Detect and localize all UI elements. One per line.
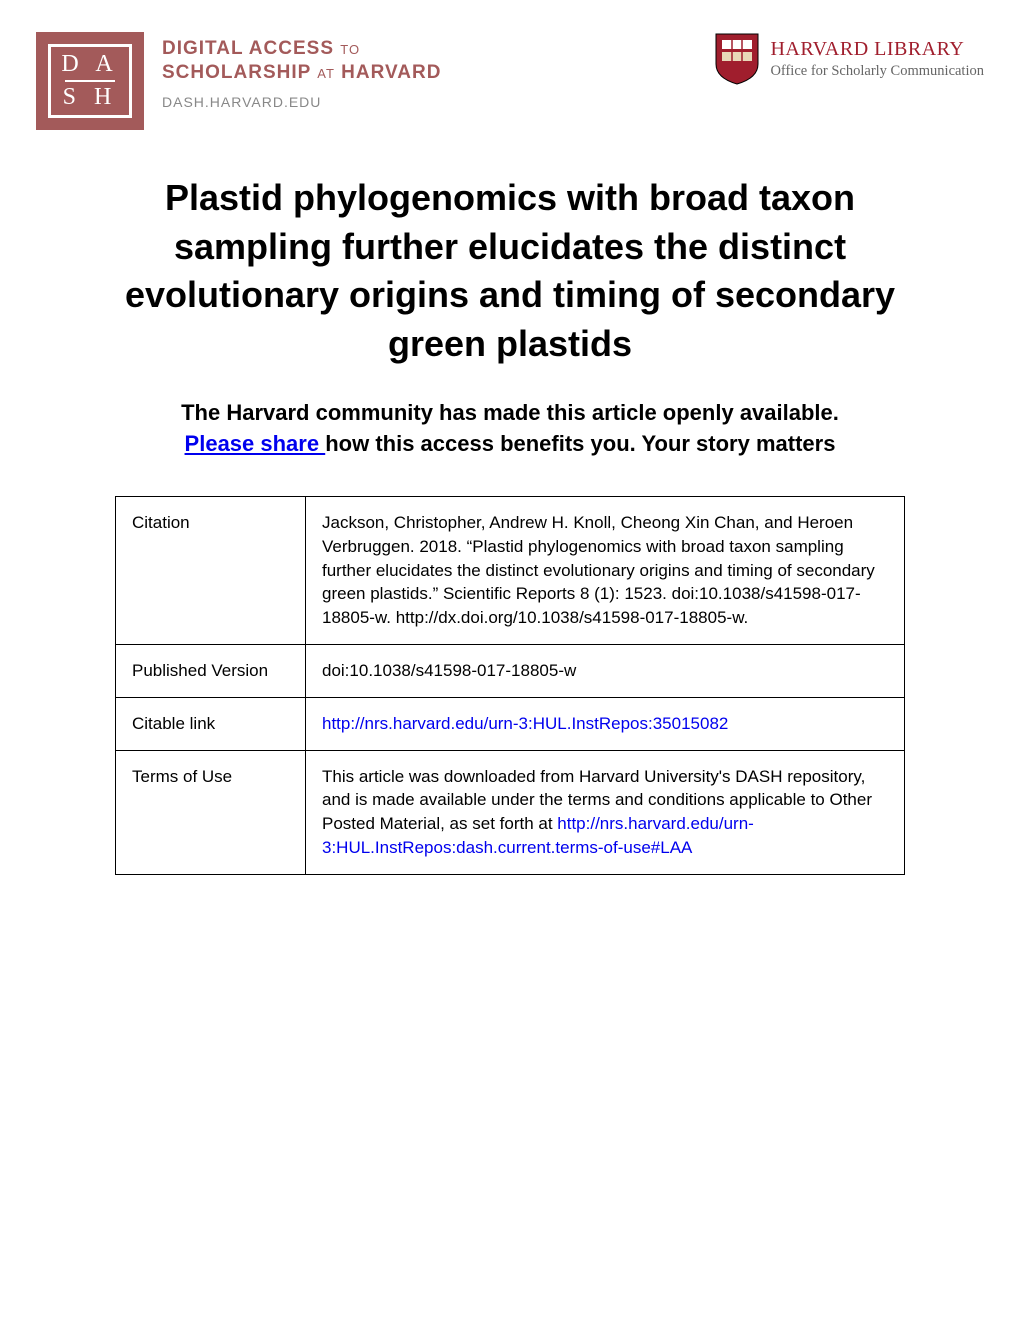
citable-link-label: Citable link: [116, 697, 306, 750]
statement-post: how this access benefits you. Your story…: [325, 431, 835, 456]
dash-branding: D A S H DIGITAL ACCESS TO SCHOLARSHIP AT…: [36, 32, 441, 130]
published-version-label: Published Version: [116, 644, 306, 697]
dash-logo-row1: D A: [61, 51, 118, 78]
dash-logo-row2: S H: [63, 84, 118, 111]
harvard-title: HARVARD LIBRARY: [770, 38, 984, 61]
dash-url: DASH.HARVARD.EDU: [162, 94, 441, 110]
table-row: Published Version doi:10.1038/s41598-017…: [116, 644, 905, 697]
dash-logo-inner: D A S H: [48, 44, 132, 118]
dash-tag-2b: AT: [317, 66, 335, 81]
harvard-branding: HARVARD LIBRARY Office for Scholarly Com…: [714, 32, 984, 86]
citable-link-value: http://nrs.harvard.edu/urn-3:HUL.InstRep…: [306, 697, 905, 750]
please-share-link[interactable]: Please share: [185, 431, 326, 456]
harvard-subtitle: Office for Scholarly Communication: [770, 63, 984, 80]
table-row: Terms of Use This article was downloaded…: [116, 750, 905, 874]
dash-tagline-2: SCHOLARSHIP AT HARVARD: [162, 62, 441, 84]
dash-logo: D A S H: [36, 32, 144, 130]
citable-link[interactable]: http://nrs.harvard.edu/urn-3:HUL.InstRep…: [322, 714, 728, 733]
dash-tag-2a: SCHOLARSHIP: [162, 62, 311, 83]
terms-value: This article was downloaded from Harvard…: [306, 750, 905, 874]
open-access-statement: The Harvard community has made this arti…: [156, 398, 864, 460]
harvard-shield-icon: [714, 32, 760, 86]
published-version-value: doi:10.1038/s41598-017-18805-w: [306, 644, 905, 697]
dash-tag-1b: TO: [340, 42, 360, 57]
dash-text-block: DIGITAL ACCESS TO SCHOLARSHIP AT HARVARD…: [162, 32, 441, 110]
article-title: Plastid phylogenomics with broad taxon s…: [96, 174, 924, 368]
table-row: Citation Jackson, Christopher, Andrew H.…: [116, 496, 905, 644]
dash-tagline-1: DIGITAL ACCESS TO: [162, 38, 441, 60]
terms-label: Terms of Use: [116, 750, 306, 874]
statement-pre: The Harvard community has made this arti…: [181, 400, 839, 425]
dash-logo-divider: [65, 80, 115, 82]
metadata-table: Citation Jackson, Christopher, Andrew H.…: [115, 496, 905, 875]
dash-tag-1a: DIGITAL ACCESS: [162, 38, 334, 59]
table-row: Citable link http://nrs.harvard.edu/urn-…: [116, 697, 905, 750]
page-header: D A S H DIGITAL ACCESS TO SCHOLARSHIP AT…: [36, 32, 984, 130]
citation-value: Jackson, Christopher, Andrew H. Knoll, C…: [306, 496, 905, 644]
dash-tag-2c: HARVARD: [341, 62, 441, 83]
citation-label: Citation: [116, 496, 306, 644]
harvard-text: HARVARD LIBRARY Office for Scholarly Com…: [770, 38, 984, 80]
